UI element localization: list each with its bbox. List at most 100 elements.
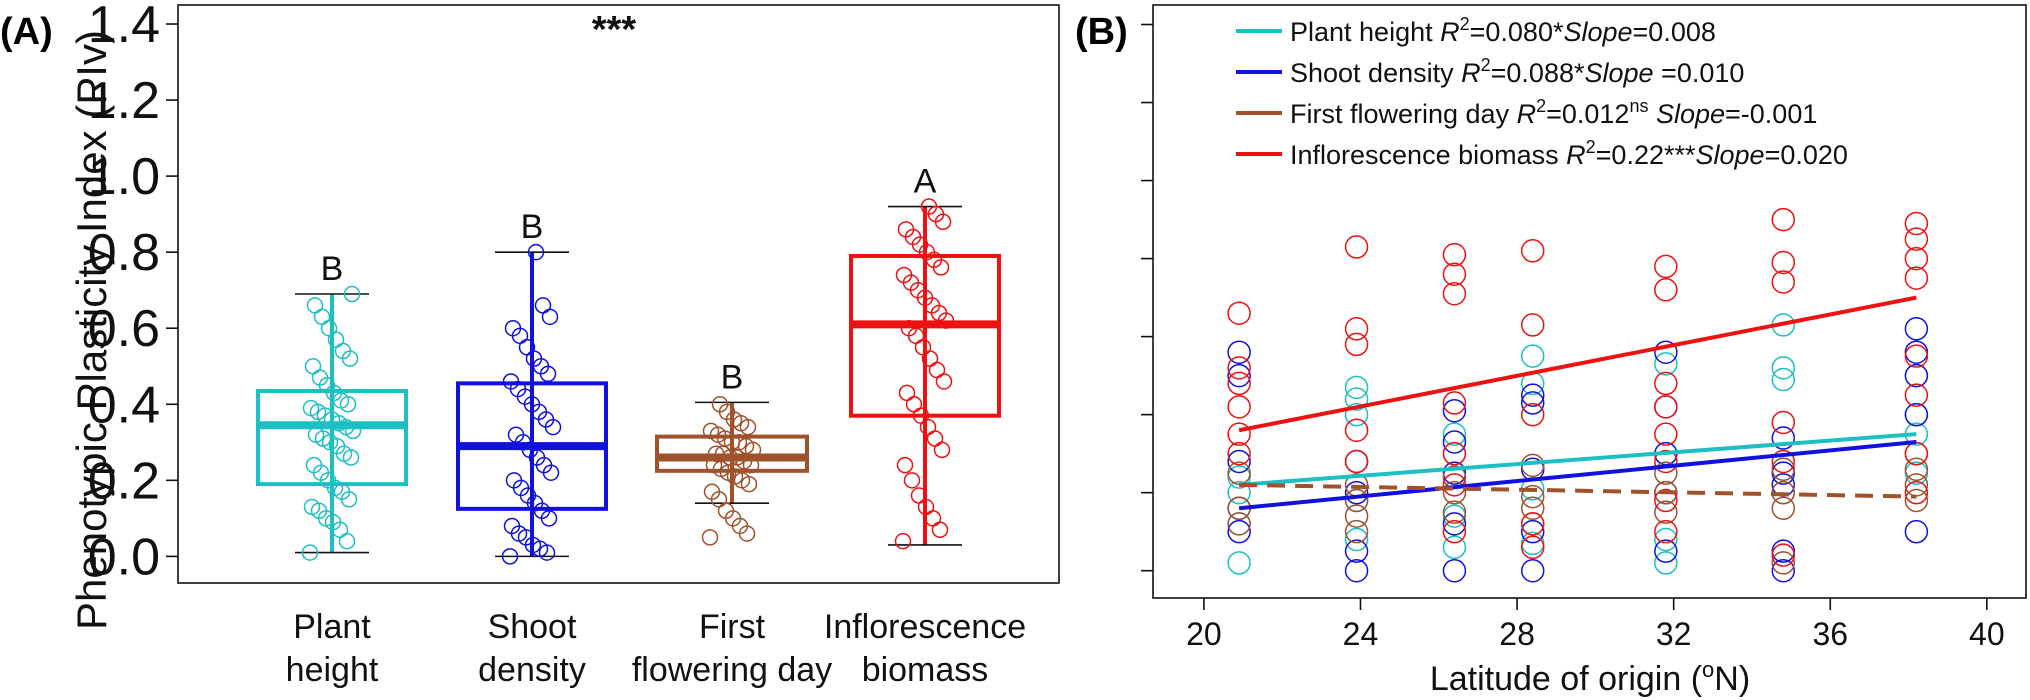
- series-points-2: [1227, 441, 1929, 575]
- box-iqr: [849, 253, 1001, 418]
- fit-line-1: [1238, 439, 1917, 511]
- data-point: [702, 422, 720, 440]
- panel-a-y-tick-label: 0.2: [88, 452, 160, 510]
- panel-a-label: (A): [0, 11, 53, 53]
- scatter-point: [1520, 512, 1545, 536]
- scatter-point: [1771, 496, 1796, 521]
- scatter-point: [1520, 484, 1545, 509]
- scatter-point: [1654, 527, 1678, 552]
- panel-b-y-ticks: [1141, 23, 1153, 572]
- legend-r2-superscript: 2: [1460, 14, 1470, 34]
- category-label-line2: density: [478, 651, 586, 689]
- scatter-point: [1442, 391, 1467, 415]
- category-label-line2: height: [286, 651, 379, 689]
- scatter-point: [1344, 375, 1369, 400]
- scatter-point: [1520, 313, 1545, 337]
- data-point: [501, 548, 519, 565]
- scatter-point: [1227, 356, 1251, 380]
- fit-line-3: [1238, 295, 1917, 433]
- data-point: [894, 532, 912, 550]
- scatter-point: [1227, 512, 1251, 536]
- scatter-point: [1442, 441, 1467, 466]
- scatter-point: [1344, 387, 1369, 411]
- legend-slope-label: Slope: [1696, 140, 1765, 170]
- panel-b-x-tick-label: 36: [1812, 616, 1848, 652]
- fit-line-2: [1239, 482, 1917, 499]
- scatter-point: [1520, 239, 1545, 263]
- scatter-point: [1771, 457, 1796, 482]
- category-label-line1: Shoot: [488, 608, 577, 646]
- data-point: [306, 297, 324, 314]
- panel-b-x-tick-label: 24: [1343, 616, 1379, 652]
- legend-r2-value: =0.088*: [1491, 58, 1585, 88]
- scatter-point: [1442, 430, 1467, 454]
- scatter-point: [1771, 543, 1796, 567]
- panel-a-y-tick-label: 1.2: [88, 72, 160, 130]
- scatter-point: [1227, 551, 1251, 575]
- data-point: [928, 361, 946, 379]
- legend-entry: Inflorescence biomass R2=0.22***Slope=0.…: [1290, 137, 1848, 170]
- box-1: B: [456, 208, 608, 565]
- data-point: [505, 472, 523, 489]
- scatter-point: [1227, 363, 1251, 388]
- significance-label: ***: [592, 9, 637, 51]
- data-point: [313, 308, 331, 326]
- legend-r2-label: R: [1566, 140, 1586, 170]
- scatter-point: [1654, 340, 1678, 364]
- legend-slope-label: Slope: [1584, 58, 1653, 88]
- scatter-point: [1654, 395, 1678, 419]
- category-label-line2: biomass: [862, 651, 989, 689]
- data-point: [897, 221, 915, 238]
- data-point: [919, 418, 937, 436]
- scatter-point: [1442, 422, 1467, 446]
- box-2: B: [655, 358, 809, 546]
- scatter-point: [1227, 340, 1251, 364]
- scatter-point: [1771, 270, 1796, 294]
- scatter-point: [1227, 422, 1251, 446]
- data-point: [504, 319, 522, 337]
- legend-slope-value: =0.010: [1654, 58, 1745, 88]
- legend-r2-label: R: [1440, 17, 1460, 47]
- scatter-point: [1227, 480, 1251, 505]
- scatter-point: [1227, 371, 1251, 396]
- scatter-point: [1771, 449, 1796, 474]
- panel-b-frame: [1152, 4, 2027, 599]
- data-point: [895, 266, 913, 284]
- legend-significance: ns: [1629, 96, 1648, 116]
- data-point: [924, 510, 942, 527]
- scatter-point: [1344, 317, 1369, 341]
- data-point: [320, 319, 338, 337]
- scatter-point: [1904, 457, 1929, 482]
- data-point: [303, 498, 321, 516]
- group-letter: B: [721, 358, 744, 396]
- group-letter: B: [521, 208, 544, 246]
- scatter-point: [1654, 278, 1678, 302]
- scatter-point: [1227, 395, 1251, 419]
- fit-line-0: [1238, 432, 1917, 487]
- legend-slope-label: Slope: [1563, 17, 1632, 47]
- scatter-point: [1654, 488, 1678, 513]
- data-point: [707, 445, 725, 462]
- scatter-point: [1344, 519, 1369, 544]
- scatter-point: [1904, 441, 1929, 466]
- data-point: [905, 396, 923, 413]
- legend-r2-value: =0.22***: [1596, 140, 1696, 170]
- legend-series-name: Shoot density: [1290, 58, 1461, 88]
- category-label-line2: flowering day: [632, 651, 832, 689]
- data-point: [301, 544, 319, 561]
- scatter-point: [1227, 449, 1251, 474]
- scatter-point: [1654, 371, 1678, 396]
- scatter-point: [1442, 398, 1467, 423]
- scatter-point: [1344, 235, 1369, 259]
- data-point: [502, 373, 520, 390]
- data-point: [304, 358, 322, 375]
- data-point: [931, 521, 949, 539]
- scatter-point: [1520, 558, 1545, 583]
- scatter-point: [1520, 496, 1545, 521]
- data-point: [903, 472, 921, 489]
- data-point: [307, 426, 325, 443]
- legend-series-name: First flowering day: [1290, 99, 1517, 129]
- panel-b-x-ticks: 20 24 28 32 36 40: [1186, 598, 2005, 652]
